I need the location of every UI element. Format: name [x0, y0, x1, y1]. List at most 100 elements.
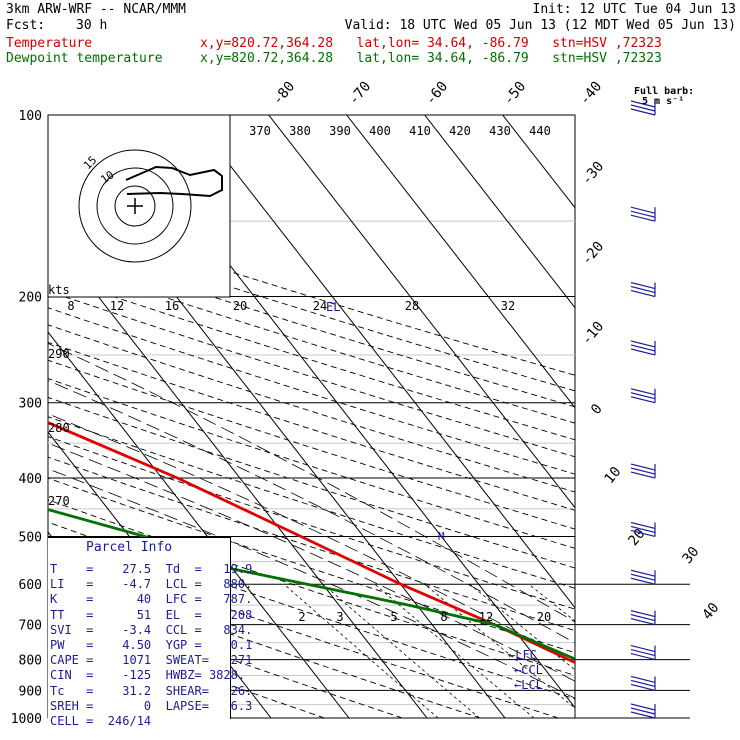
- mixing-ratio-label: 2: [298, 610, 305, 624]
- moist-adiabat-line: [48, 342, 575, 623]
- dewpoint-location-info: x,y=820.72,364.28 lat,lon= 34.64, -86.79…: [200, 51, 662, 66]
- wind-barb-flag: [630, 652, 656, 661]
- isotherm-line: [190, 115, 575, 609]
- temperature-tick-label: -60: [423, 79, 452, 109]
- hodograph-speed-label: 20: [233, 299, 247, 313]
- parcel-info-row: TT = 51 EL = 208: [50, 607, 253, 622]
- level-marker-ccl: ←CCL: [514, 663, 543, 677]
- wind-barb-flag: [630, 340, 656, 348]
- wind-barb: [630, 521, 656, 538]
- wind-barb-flag: [630, 348, 656, 356]
- parcel-info-row: CELL = 246/14: [50, 714, 152, 729]
- wind-barb-flag: [630, 679, 656, 687]
- wind-barb: [630, 340, 656, 356]
- wind-barb-flag: [630, 471, 656, 479]
- wind-barb-flag: [630, 707, 656, 715]
- dry-adiabat-line: [48, 593, 403, 718]
- temperature-tick-label: 10: [601, 464, 624, 487]
- parcel-info-row: SREH = 0 LAPSE= 6.3: [50, 698, 253, 713]
- parcel-info-row: LI = -4.7 LCL = 880.: [50, 577, 253, 592]
- wind-barb-flag: [630, 214, 656, 222]
- hodograph-trace: [125, 165, 223, 198]
- wind-barb-flag: [630, 285, 656, 294]
- parcel-info-row: CAPE = 1071 SWEAT= 271: [50, 653, 253, 668]
- hodograph-units: kts: [48, 283, 70, 297]
- wind-barb: [630, 675, 656, 691]
- parcel-info-title: Parcel Info: [86, 540, 173, 555]
- hodograph-ring: [96, 167, 174, 245]
- pressure-tick-label: 700: [19, 619, 42, 634]
- temperature-tick-label: 30: [679, 544, 702, 567]
- mixing-ratio-line: [283, 583, 439, 718]
- wind-barb-flag: [630, 206, 656, 214]
- wind-barb-flag: [630, 521, 656, 530]
- wind-barb-flag: [630, 104, 656, 112]
- wind-barb-flag: [630, 467, 656, 475]
- mixing-ratio-label: 20: [537, 610, 551, 624]
- level-marker-el: EL: [326, 300, 340, 314]
- theta-e-label: 280: [48, 421, 70, 435]
- parcel-info-panel: Parcel Info T = 27.5 Td = 19.9 LI = -4.7 …: [48, 537, 252, 728]
- temperature-tick-label: -40: [577, 79, 606, 109]
- moist-adiabat-line: [48, 468, 575, 699]
- pressure-tick-label: 300: [19, 397, 42, 412]
- temperature-location-info: x,y=820.72,364.28 lat,lon= 34.64, -86.79…: [200, 36, 662, 51]
- theta-label: 380: [289, 124, 311, 138]
- temperature-tick-label: -70: [346, 79, 375, 109]
- mixing-ratio-line: [469, 583, 575, 671]
- dry-adiabat-line: [48, 416, 575, 589]
- freezing-level-marker: M: [438, 530, 445, 543]
- temperature-tick-label: -10: [579, 319, 608, 349]
- theta-label: 390: [329, 124, 351, 138]
- hodograph-speed-label: 16: [165, 299, 179, 313]
- pressure-tick-label: 200: [19, 291, 42, 306]
- wind-barb-flag: [630, 703, 656, 711]
- wind-barb-flag: [630, 344, 656, 352]
- dewpoint-profile-line: [48, 508, 575, 661]
- theta-label: 400: [369, 124, 391, 138]
- temperature-tick-label: -20: [579, 239, 608, 269]
- wind-barb-flag: [630, 289, 656, 298]
- pressure-tick-label: 500: [19, 530, 42, 545]
- wind-barb-flag: [630, 529, 656, 538]
- isotherm-line: [502, 115, 575, 209]
- wind-barb: [630, 610, 656, 626]
- wind-barb: [630, 569, 656, 585]
- hodograph-speed-label: 12: [110, 299, 124, 313]
- pressure-tick-label: 900: [19, 684, 42, 699]
- wind-barb: [630, 388, 656, 404]
- wind-barb-flag: [630, 525, 656, 534]
- parcel-info-row: K = 40 LFC = 787.: [50, 592, 253, 607]
- wind-barb-flag: [630, 675, 656, 683]
- mixing-ratio-label: 5: [390, 610, 397, 624]
- forecast-label: Fcst:: [6, 18, 46, 33]
- hodograph-ring: [114, 185, 156, 227]
- barb-legend-line2: 5 m s⁻¹: [642, 96, 685, 107]
- temperature-profile-line: [48, 421, 575, 664]
- theta-label: 410: [409, 124, 431, 138]
- init-time: Init: 12 UTC Tue 04 Jun 13: [532, 2, 737, 17]
- dry-adiabat-line: [48, 212, 575, 376]
- theta-label: 430: [489, 124, 511, 138]
- wind-barb-flag: [630, 396, 656, 404]
- wind-barb-flag: [630, 614, 656, 622]
- moist-adiabat-line: [48, 413, 575, 664]
- valid-time: Valid: 18 UTC Wed 05 Jun 13 (12 MDT Wed …: [344, 18, 736, 33]
- mixing-ratio-line: [374, 583, 535, 718]
- parcel-info-row: T = 27.5 Td = 19.9: [50, 562, 253, 576]
- wind-barb-flag: [630, 648, 656, 657]
- temperature-tick-label: -50: [501, 79, 530, 109]
- temperature-tick-label: 20: [625, 526, 648, 549]
- isotherm-line: [424, 115, 575, 309]
- hodograph-ring-label: 10: [98, 168, 116, 186]
- wind-barb: [630, 644, 656, 661]
- mixing-ratio-label: 8: [440, 610, 447, 624]
- dry-adiabat-line: [48, 341, 575, 511]
- temperature-tick-label: -80: [270, 79, 299, 109]
- isotherm-line: [48, 331, 350, 718]
- hodograph-speed-label: 8: [67, 299, 74, 313]
- theta-label: 370: [249, 124, 271, 138]
- theta-e-label: 270: [48, 494, 70, 508]
- pressure-tick-label: 800: [19, 654, 42, 669]
